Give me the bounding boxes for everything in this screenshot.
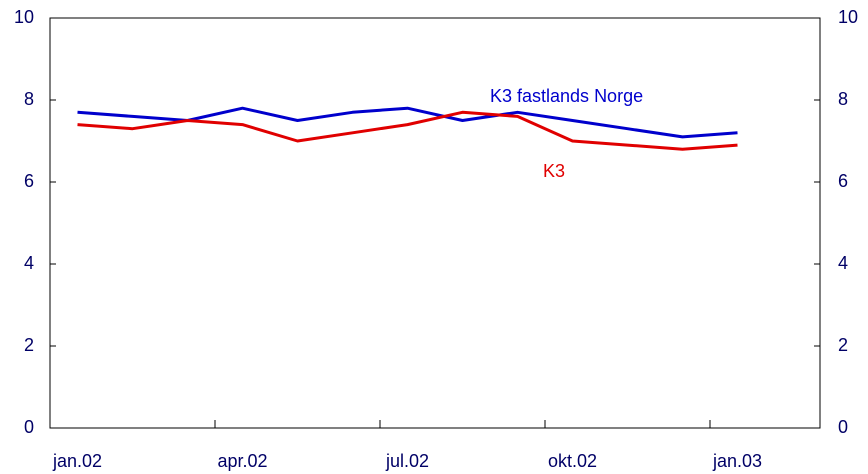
y2-tick-label: 6 <box>838 171 848 191</box>
y2-tick-label: 4 <box>838 253 848 273</box>
y2-tick-label: 8 <box>838 89 848 109</box>
y-tick-label: 6 <box>24 171 34 191</box>
plot-frame <box>49 17 821 429</box>
y-tick-label: 4 <box>24 253 34 273</box>
y-tick-label: 8 <box>24 89 34 109</box>
y-tick-label: 2 <box>24 335 34 355</box>
x-tick-label: jan.02 <box>52 451 102 471</box>
x-tick-label: apr.02 <box>217 451 267 471</box>
y2-tick-label: 2 <box>838 335 848 355</box>
series-label: K3 <box>543 161 565 181</box>
y2-tick-label: 10 <box>838 7 858 27</box>
series-label: K3 fastlands Norge <box>490 86 643 106</box>
x-tick-label: jan.03 <box>712 451 762 471</box>
y2-tick-label: 0 <box>838 417 848 437</box>
y-tick-label: 0 <box>24 417 34 437</box>
x-tick-label: okt.02 <box>548 451 597 471</box>
category-ticks <box>214 420 711 428</box>
line-series <box>77 110 738 151</box>
y-tick-label: 10 <box>14 7 34 27</box>
x-tick-label: jul.02 <box>385 451 429 471</box>
